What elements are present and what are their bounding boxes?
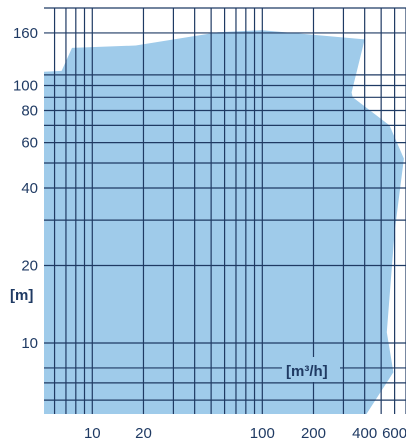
- y-tick-label: 100: [13, 78, 38, 95]
- y-tick-label: 60: [21, 135, 38, 152]
- coverage-area-0: [44, 30, 404, 414]
- y-tick-labels: 10 20 40 60 80 100 160: [13, 25, 38, 352]
- x-tick-label: 200: [301, 425, 326, 442]
- x-tick-labels: 10 20 100 200 400 600: [84, 425, 406, 442]
- y-tick-label: 80: [21, 102, 38, 119]
- y-tick-label: 40: [21, 180, 38, 197]
- x-tick-label: 600: [382, 425, 406, 442]
- x-tick-label: 20: [135, 425, 152, 442]
- x-tick-label: 100: [250, 425, 275, 442]
- x-tick-label: 400: [352, 425, 377, 442]
- y-tick-label: 20: [21, 257, 38, 274]
- x-axis-label-background: [282, 357, 340, 382]
- y-tick-label: 10: [21, 335, 38, 352]
- grid-layer: [44, 7, 406, 414]
- y-tick-label: 160: [13, 25, 38, 42]
- x-tick-label: 10: [84, 425, 101, 442]
- y-axis-label: [m]: [10, 287, 33, 304]
- coverage-area-layer: [44, 30, 404, 414]
- x-axis-label: [m³/h]: [286, 363, 328, 380]
